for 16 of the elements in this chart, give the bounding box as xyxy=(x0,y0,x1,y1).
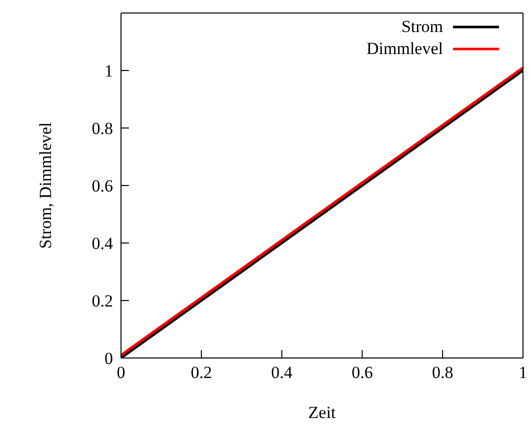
x-tick-label: 0.6 xyxy=(352,363,373,382)
legend-label: Dimmlevel xyxy=(366,38,443,60)
x-tick-label: 0.2 xyxy=(190,363,212,382)
y-tick-label: 0.4 xyxy=(92,234,114,254)
y-tick-label: 0.6 xyxy=(92,176,113,196)
y-tick-label: 0.8 xyxy=(92,119,113,138)
y-axis-title: Strom, Dimmlevel xyxy=(36,122,56,249)
x-tick-label: 0.4 xyxy=(271,363,293,382)
y-tick-label: 0 xyxy=(104,349,113,368)
x-tick-label: 0.8 xyxy=(432,363,454,382)
x-tick-label: 0 xyxy=(116,363,126,382)
legend-label: Strom xyxy=(401,16,443,38)
y-tick-label: 0.2 xyxy=(92,292,113,311)
y-tick-label: 1 xyxy=(104,62,113,81)
x-axis-title: Zeit xyxy=(308,403,336,422)
x-tick-label: 1 xyxy=(518,363,528,382)
